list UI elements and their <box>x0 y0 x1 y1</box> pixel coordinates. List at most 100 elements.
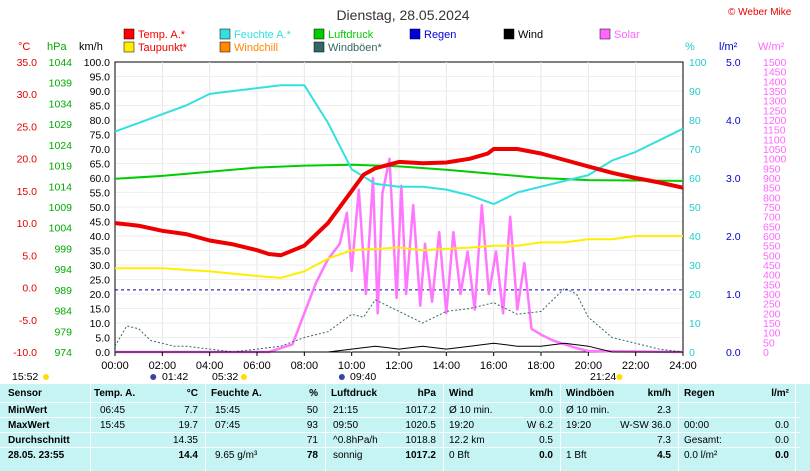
pressure-tick-label: 1024 <box>49 140 73 152</box>
legend: Temp. A.* Feuchte A.* Luftdruck Regen Wind So… <box>123 28 640 54</box>
temp-tick-label: 5.0 <box>22 250 37 262</box>
table-cell: Ø 10 min. <box>449 405 493 416</box>
solar-tick-label: 1300 <box>763 96 787 108</box>
table-value: W 6.2 <box>526 420 553 431</box>
table-value: 1017.2 <box>405 450 436 461</box>
sun-marker-icon <box>338 374 345 380</box>
table-value: 7.3 <box>657 435 671 446</box>
sun-event-label: 09:40 <box>350 371 376 383</box>
pressure-tick-label: 1034 <box>49 98 73 110</box>
humidity-unit-label: % <box>685 41 695 53</box>
solar-tick-label: 400 <box>763 270 781 282</box>
table-header: Temp. A. <box>94 388 136 399</box>
pressure-tick-label: 1014 <box>49 181 73 193</box>
solar-tick-label: 100 <box>763 328 781 340</box>
table-cell: 9.65 g/m³ <box>215 450 258 461</box>
table-header: % <box>309 388 318 399</box>
pressure-tick-label: 979 <box>54 326 72 338</box>
series-line-windben <box>114 287 684 353</box>
solar-tick-label: 200 <box>763 308 781 320</box>
table-cell: 09:50 <box>333 420 359 431</box>
rain-tick-label: 1.0 <box>726 289 741 301</box>
sun-marker-icon <box>240 374 247 380</box>
table-value: 71 <box>306 435 318 446</box>
table-cell: 21:15 <box>333 405 359 416</box>
legend-label: Regen <box>424 29 456 41</box>
table-row-separator <box>0 417 800 418</box>
table-cell: 0 Bft <box>449 450 470 461</box>
rain-tick-label: 3.0 <box>726 173 741 185</box>
table-header: °C <box>186 388 198 399</box>
temp-tick-label: 15.0 <box>17 186 38 198</box>
table-row-label: MinWert <box>8 405 48 416</box>
wind-tick-label: 50.0 <box>90 202 111 214</box>
x-tick-label: 18:00 <box>527 360 555 372</box>
wind-tick-label: 75.0 <box>90 130 111 142</box>
table-column-separator <box>443 384 444 471</box>
table-header: Sensor <box>8 388 42 399</box>
solar-tick-label: 850 <box>763 183 781 195</box>
table-column-separator <box>560 384 561 471</box>
wind-tick-label: 25.0 <box>90 275 111 287</box>
x-tick-label: 20:00 <box>575 360 603 372</box>
table-row-separator <box>0 447 800 448</box>
table-cell: 07:45 <box>215 420 241 431</box>
table-value: W-SW 36.0 <box>620 420 671 431</box>
sun-event-label: 01:42 <box>162 371 188 383</box>
pressure-tick-label: 1044 <box>49 57 73 69</box>
x-tick-label: 02:00 <box>149 360 177 372</box>
legend-swatch <box>313 28 325 40</box>
humidity-tick-label: 40 <box>689 231 701 243</box>
pressure-tick-label: 974 <box>54 347 72 359</box>
chart-title: Dienstag, 28.05.2024 <box>336 7 469 23</box>
legend-swatch <box>123 41 135 53</box>
table-header: l/m² <box>771 388 789 399</box>
legend-swatch <box>599 28 611 40</box>
table-column-separator <box>678 384 679 471</box>
solar-tick-label: 500 <box>763 250 781 262</box>
temp-tick-label: -10.0 <box>13 347 37 359</box>
sun-marker-icon <box>150 374 157 380</box>
legend-swatch <box>219 41 231 53</box>
series-line-solar <box>115 157 684 354</box>
table-header: Feuchte A. <box>211 388 262 399</box>
table-cell: 15:45 <box>215 405 241 416</box>
table-header: Regen <box>684 388 715 399</box>
x-tick-label: 10:00 <box>338 360 366 372</box>
table-cell: ^0.8hPa/h <box>333 435 378 446</box>
sun-marker-icon <box>616 374 623 380</box>
table-cell: 0.0 l/m² <box>684 450 718 461</box>
series-line-feuchtea <box>114 84 684 206</box>
table-row-label: MaxWert <box>8 420 50 431</box>
statistics-table: Sensor Temp. A. °C Feuchte A.% Luftdruck hPa W… <box>0 384 810 471</box>
table-value: 0.0 <box>775 450 789 461</box>
solar-tick-label: 800 <box>763 192 781 204</box>
axes: 35.0 30.0 25.0 20.0 15.0 10.0 5.0 0.0 -5.0 -10.0 1… <box>13 57 786 359</box>
table-header: km/h <box>647 388 671 399</box>
table-value: 14.35 <box>172 435 198 446</box>
humidity-tick-label: 70 <box>689 144 701 156</box>
humidity-tick-label: 90 <box>689 86 701 98</box>
table-column-separator <box>795 384 796 471</box>
wind-tick-label: 100.0 <box>84 57 110 69</box>
legend-label: Solar <box>614 29 640 41</box>
table-cell: Gesamt: <box>684 435 722 446</box>
x-axis-labels: 00:00 02:00 04:00 06:00 08:00 10:00 12:00 14:00… <box>101 352 697 372</box>
wind-tick-label: 70.0 <box>90 144 111 156</box>
temp-tick-label: -5.0 <box>19 315 37 327</box>
pressure-tick-label: 1019 <box>49 161 73 173</box>
table-header: km/h <box>529 388 553 399</box>
sun-event-label: 15:52 <box>12 371 38 383</box>
legend-label: Luftdruck <box>328 29 374 41</box>
table-value: 93 <box>306 420 318 431</box>
x-tick-label: 16:00 <box>480 360 508 372</box>
axis-unit-labels: °C hPa km/h% l/m² W/m² <box>18 41 785 53</box>
table-cell: 00:00 <box>684 420 710 431</box>
legend-swatch <box>219 28 231 40</box>
wind-tick-label: 15.0 <box>90 304 111 316</box>
pressure-tick-label: 999 <box>54 243 72 255</box>
pressure-tick-label: 984 <box>54 306 72 318</box>
solar-tick-label: 1000 <box>763 154 787 166</box>
table-header: Windböen <box>566 388 615 399</box>
wind-tick-label: 30.0 <box>90 260 111 272</box>
